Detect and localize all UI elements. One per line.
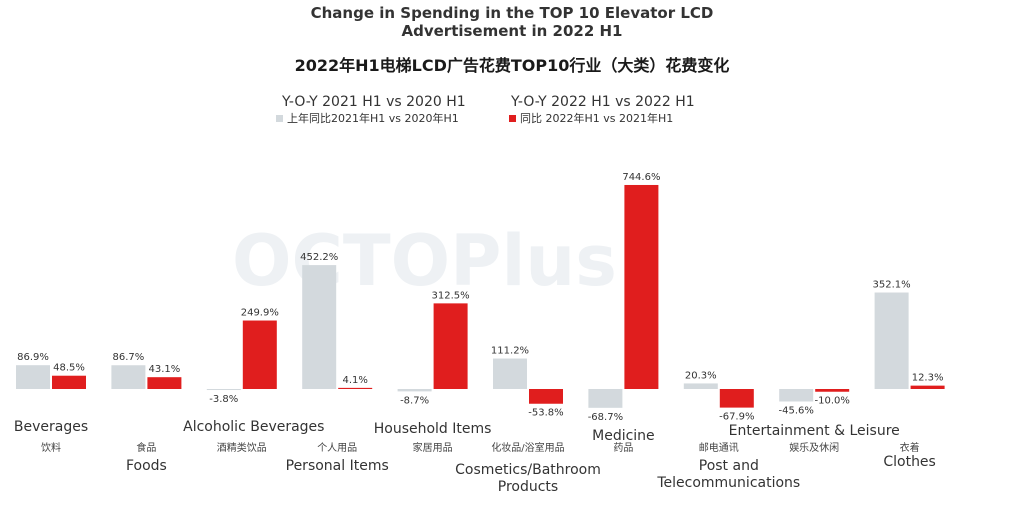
category-en-1: Foods — [126, 458, 167, 474]
category-en-8: Entertainment & Leisure — [729, 423, 900, 439]
bar-2-8 — [815, 389, 850, 392]
bar-2-5 — [529, 389, 563, 404]
data-label-1-4: -8.7% — [400, 395, 429, 406]
watermark-text: OCTOPlus — [232, 220, 617, 302]
bar-2-7 — [719, 389, 754, 408]
category-en-4: Household Items — [374, 421, 492, 437]
category-en-0: Beverages — [14, 419, 88, 435]
data-label-1-6: -68.7% — [588, 412, 623, 423]
category-cn-2: 酒精类饮品 — [217, 441, 267, 454]
category-en-5-line0: Cosmetics/Bathroom — [455, 462, 601, 478]
data-label-2-6: 744.6% — [622, 172, 660, 183]
bar-1-5 — [493, 358, 527, 389]
data-label-1-2: -3.8% — [209, 394, 238, 405]
bar-1-2 — [206, 389, 241, 391]
data-label-2-1: 43.1% — [149, 364, 181, 375]
bar-2-6 — [624, 184, 659, 389]
category-cn-7: 邮电通讯 — [699, 441, 739, 454]
category-cn-4: 家居用品 — [413, 441, 453, 454]
bar-1-3 — [302, 265, 337, 389]
data-label-1-8: -45.6% — [779, 405, 814, 416]
category-en-6: Medicine — [592, 428, 655, 444]
data-label-2-9: 12.3% — [912, 373, 944, 384]
data-label-2-8: -10.0% — [815, 396, 850, 407]
category-cn-1: 食品 — [136, 441, 156, 454]
bar-2-0 — [52, 375, 86, 389]
legend-series1-cn: 上年同比2021年H1 vs 2020年H1 — [287, 112, 459, 125]
category-en-2: Alcoholic Beverages — [183, 419, 324, 435]
data-label-1-7: 20.3% — [685, 370, 717, 381]
bar-2-4 — [433, 303, 468, 389]
category-cn-0: 饮料 — [41, 441, 61, 454]
chart-title-line1: Change in Spending in the TOP 10 Elevato… — [310, 4, 714, 22]
bar-1-4 — [397, 389, 432, 392]
bar-1-7 — [683, 383, 718, 389]
bar-2-1 — [147, 377, 182, 389]
legend-swatch-series1 — [276, 114, 283, 122]
chart-title-cn: 2022年H1电梯LCD广告花费TOP10行业（大类）花费变化 — [294, 56, 730, 75]
legend-swatch-series2 — [509, 114, 516, 122]
legend-series1-en: Y-O-Y 2021 H1 vs 2020 H1 — [282, 94, 466, 110]
data-label-2-5: -53.8% — [528, 408, 563, 419]
data-label-2-3: 4.1% — [342, 375, 367, 386]
data-label-2-0: 48.5% — [53, 363, 85, 374]
data-label-2-2: 249.9% — [241, 308, 279, 319]
category-cn-3: 个人用品 — [317, 442, 357, 454]
category-en-7-line1: Telecommunications — [656, 475, 800, 491]
data-label-1-9: 352.1% — [873, 280, 911, 291]
category-en-7-line0: Post and — [699, 458, 759, 474]
data-label-1-5: 111.2% — [491, 346, 529, 357]
data-label-1-0: 86.9% — [17, 352, 49, 363]
category-cn-5: 化妆品/浴室用品 — [491, 441, 564, 454]
data-label-2-4: 312.5% — [432, 290, 470, 301]
legend-series1: 上年同比2021年H1 vs 2020年H1 — [276, 110, 459, 126]
category-en-9: Clothes — [883, 454, 936, 470]
chart-title-en: Change in Spending in the TOP 10 Elevato… — [0, 4, 1024, 40]
bar-2-9 — [910, 385, 945, 389]
bar-1-6 — [588, 389, 623, 408]
data-label-1-1: 86.7% — [113, 352, 145, 363]
legend-series2-en: Y-O-Y 2022 H1 vs 2022 H1 — [511, 94, 695, 110]
bar-1-0 — [16, 365, 50, 389]
data-label-2-7: -67.9% — [719, 412, 754, 423]
category-en-5-line1: Products — [498, 479, 558, 495]
bar-2-3 — [338, 387, 373, 389]
category-cn-6: 药品 — [613, 442, 633, 454]
chart-title-line2: Advertisement in 2022 H1 — [401, 22, 623, 40]
legend-series2-cn: 同比 2022年H1 vs 2021年H1 — [520, 112, 674, 125]
category-cn-9: 衣着 — [900, 441, 920, 454]
data-label-1-3: 452.2% — [300, 252, 338, 263]
bar-1-8 — [779, 389, 814, 402]
category-en-3: Personal Items — [286, 458, 389, 474]
bar-1-9 — [874, 292, 909, 389]
legend-series2: 同比 2022年H1 vs 2021年H1 — [509, 110, 673, 126]
bar-2-2 — [242, 320, 277, 389]
category-cn-8: 娱乐及休闲 — [789, 441, 839, 454]
bar-1-1 — [111, 365, 146, 389]
